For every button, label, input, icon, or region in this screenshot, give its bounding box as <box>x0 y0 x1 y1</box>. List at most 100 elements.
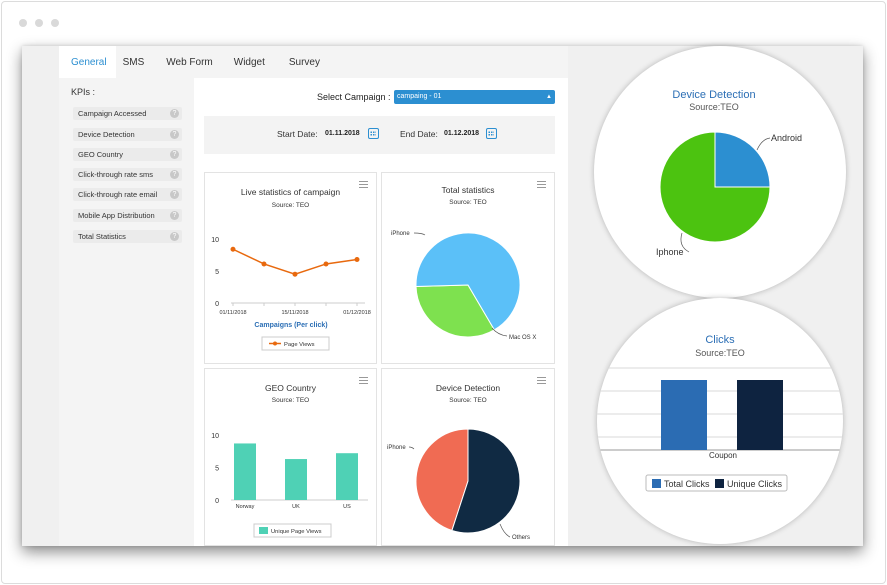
x-tick-label: 15/11/2018 <box>281 310 308 316</box>
chart-title: GEO Country <box>264 383 317 393</box>
chart-title: Clicks <box>705 334 735 346</box>
menu-icon[interactable] <box>359 377 368 384</box>
chart-title: Device Detection <box>672 89 755 101</box>
help-icon[interactable]: ? <box>170 170 179 179</box>
window-dot-icon[interactable] <box>19 19 27 27</box>
leader-line <box>413 232 426 236</box>
pie-slice <box>451 428 521 534</box>
bar-chart-geo: 10 5 0 Norway UK US Unique Page Views <box>211 433 368 538</box>
pie-slice <box>415 284 496 338</box>
select-arrows-icon: ▲ <box>546 94 552 100</box>
kpi-item-ctr-sms[interactable]: Click-through rate sms? <box>73 168 182 181</box>
chart-title: Total statistics <box>441 185 495 195</box>
legend-swatch <box>652 479 661 488</box>
zoom-bar-chart: Clicks Source:TEO Coupon Total Clicks Unique… <box>597 334 843 492</box>
legend-box <box>261 336 330 351</box>
legend-label: Page Views <box>284 342 315 348</box>
series-line-page-views <box>232 248 358 275</box>
x-tick-label: Coupon <box>709 451 737 460</box>
card-total-statistics: Total statistics Source: TEO iPhone Mac O… <box>381 172 555 364</box>
window-dot-icon[interactable] <box>51 19 59 27</box>
kpi-item-mobile-app-distribution[interactable]: Mobile App Distribution? <box>73 209 182 222</box>
kpi-item-geo-country[interactable]: GEO Country? <box>73 148 182 161</box>
chart-subtitle: Source: TEO <box>271 397 310 404</box>
leader-line <box>499 523 511 538</box>
kpis-title: KPIs : <box>71 87 96 97</box>
help-icon[interactable]: ? <box>170 190 179 199</box>
tab-web-form[interactable]: Web Form <box>166 57 213 68</box>
chart-subtitle: Source: TEO <box>271 202 310 209</box>
pie-slice <box>714 131 771 188</box>
data-point <box>323 261 329 267</box>
data-point <box>261 261 267 267</box>
leader-line <box>680 232 690 253</box>
kpi-item-device-detection[interactable]: Device Detection? <box>73 128 182 141</box>
slice-label: Iphone <box>656 247 684 257</box>
start-calendar-icon[interactable] <box>368 128 379 139</box>
kpi-item-ctr-email[interactable]: Click-through rate email? <box>73 188 182 201</box>
menu-icon[interactable] <box>359 181 368 188</box>
menu-icon[interactable] <box>537 181 546 188</box>
tab-general[interactable]: General <box>59 46 116 78</box>
chart-title: Live statistics of campaign <box>240 187 341 197</box>
card-device-detection: Device Detection Source: TEO iPhone Other… <box>381 368 555 546</box>
legend-swatch <box>715 479 724 488</box>
pie-slice <box>415 428 469 532</box>
slice-label: iPhone <box>387 445 406 451</box>
kpi-sidebar: KPIs : Campaign Accessed? Device Detecti… <box>59 78 194 546</box>
end-calendar-icon[interactable] <box>486 128 497 139</box>
y-tick-label: 0 <box>215 498 219 505</box>
bar <box>661 380 707 450</box>
pie-chart-total: iPhone Mac OS X <box>391 231 536 341</box>
content-area: Select Campaign : campaing - 01 ▲ Start … <box>194 78 568 546</box>
help-icon[interactable]: ? <box>170 130 179 139</box>
slice-label: Android <box>771 133 802 143</box>
start-date-value[interactable]: 01.11.2018 <box>325 130 360 137</box>
select-campaign-label: Select Campaign : <box>317 92 391 102</box>
data-point <box>354 256 360 262</box>
chart-title: Device Detection <box>435 383 501 393</box>
tab-survey[interactable]: Survey <box>288 57 320 68</box>
card-live-statistics: Live statistics of campaign Source: TEO … <box>204 172 377 364</box>
tab-bar: General SMS Web Form Widget Survey <box>59 46 568 78</box>
leader-line <box>491 327 508 337</box>
end-date-value[interactable]: 01.12.2018 <box>444 130 480 137</box>
bar <box>737 380 783 450</box>
help-icon[interactable]: ? <box>170 150 179 159</box>
menu-icon[interactable] <box>537 377 546 384</box>
legend-label: Unique Page Views <box>271 529 322 535</box>
end-date-label: End Date: <box>400 129 438 139</box>
date-range-bar: Start Date: 01.11.2018 End Date: 01.12.2… <box>204 116 555 154</box>
help-icon[interactable]: ? <box>170 109 179 118</box>
legend-box <box>253 523 332 538</box>
help-icon[interactable]: ? <box>170 232 179 241</box>
x-tick-label: UK <box>292 504 300 510</box>
bar <box>336 453 358 500</box>
help-icon[interactable]: ? <box>170 211 179 220</box>
legend-marker <box>273 341 277 346</box>
tab-sms[interactable]: SMS <box>122 57 145 68</box>
x-axis-label: Campaigns (Per click) <box>254 322 327 329</box>
x-tick-label: Norway <box>236 504 255 510</box>
y-tick-label: 5 <box>215 269 219 276</box>
y-tick-label: 0 <box>215 301 219 308</box>
y-tick-label: 10 <box>211 433 219 440</box>
legend-label: Unique Clicks <box>727 479 783 489</box>
window-dot-icon[interactable] <box>35 19 43 27</box>
legend-label: Total Clicks <box>664 479 710 489</box>
pie-slice <box>659 131 771 243</box>
card-geo-country: GEO Country Source: TEO 10 5 0 Norway UK US Un… <box>204 368 377 546</box>
leader-line <box>408 446 415 450</box>
bar <box>285 459 307 500</box>
main-panel: General SMS Web Form Widget Survey KPIs … <box>59 46 568 546</box>
x-tick-label: US <box>343 504 351 510</box>
campaign-select[interactable]: campaing - 01 ▲ <box>394 90 555 104</box>
chart-subtitle: Source: TEO <box>449 397 487 404</box>
kpi-item-campaign-accessed[interactable]: Campaign Accessed? <box>73 107 182 120</box>
window-controls <box>19 19 59 27</box>
pie-chart-device: iPhone Others <box>387 428 530 541</box>
tab-widget[interactable]: Widget <box>233 57 265 68</box>
kpi-item-total-statistics[interactable]: Total Statistics? <box>73 230 182 243</box>
line-chart: 10 5 001/11/2018 15/11/2018 01/12/2018 Campai… <box>211 237 371 351</box>
